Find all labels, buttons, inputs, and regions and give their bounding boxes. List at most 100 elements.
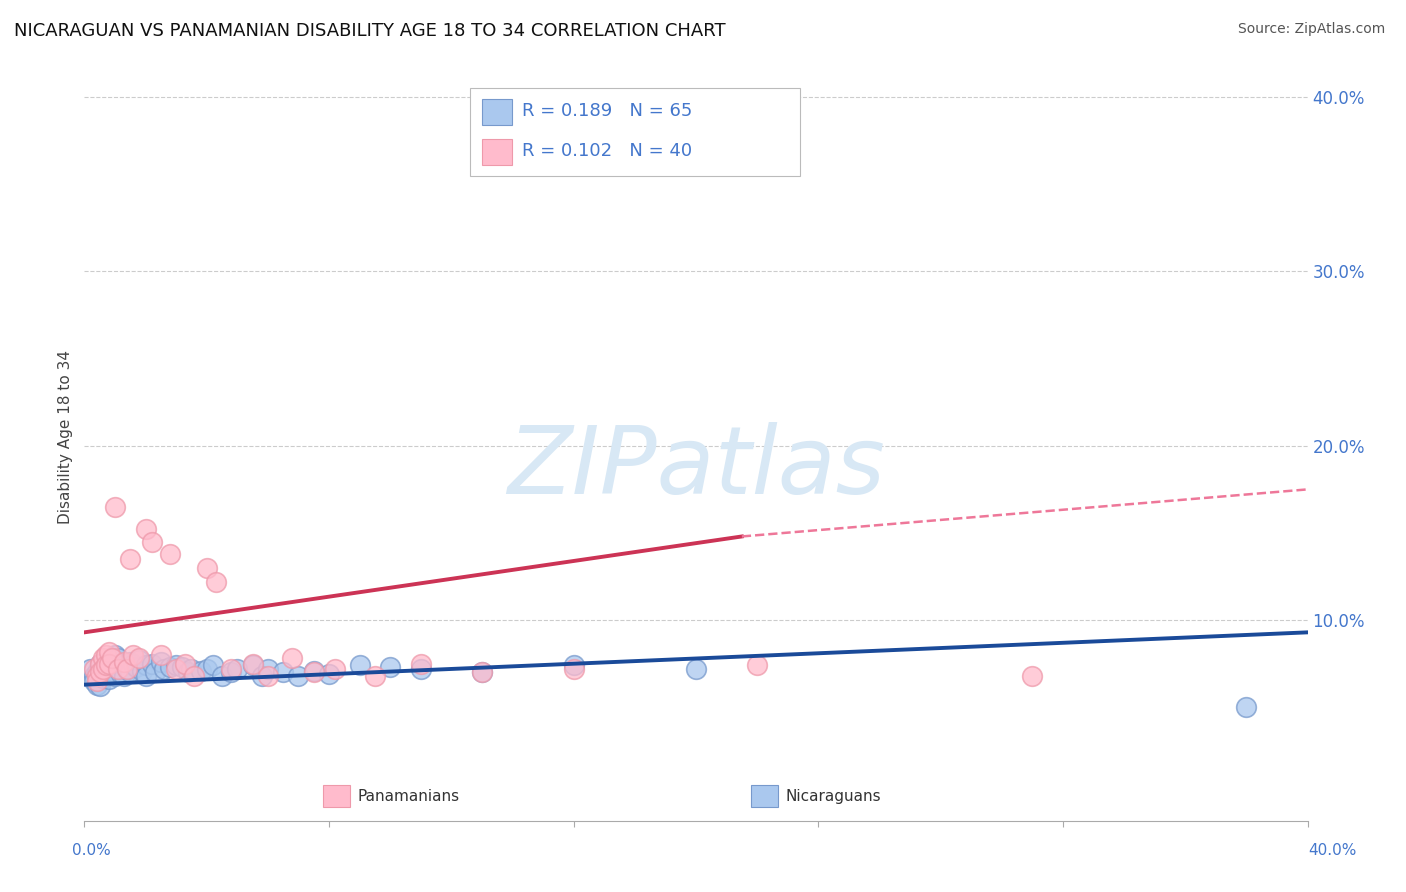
Point xyxy=(183,669,205,683)
Point xyxy=(115,662,138,676)
Point xyxy=(110,667,132,681)
Point xyxy=(112,669,135,683)
Point xyxy=(79,662,101,676)
Point xyxy=(94,648,117,662)
Point xyxy=(380,660,402,674)
Point xyxy=(97,655,120,669)
Point xyxy=(747,658,769,673)
Point xyxy=(89,665,111,680)
Point xyxy=(112,655,135,669)
FancyBboxPatch shape xyxy=(751,785,778,807)
Point xyxy=(302,664,325,678)
Text: R = 0.189   N = 65: R = 0.189 N = 65 xyxy=(522,102,693,120)
Point xyxy=(364,669,387,683)
Point xyxy=(190,664,212,678)
Point xyxy=(101,651,124,665)
Point xyxy=(177,665,200,680)
Point xyxy=(195,561,218,575)
Point xyxy=(287,669,309,683)
Text: Nicaraguans: Nicaraguans xyxy=(786,789,882,804)
Point xyxy=(219,665,242,680)
Point xyxy=(128,653,150,667)
Point xyxy=(120,655,142,669)
Point xyxy=(115,662,138,676)
Point xyxy=(562,662,585,676)
Point xyxy=(104,648,127,662)
Point xyxy=(104,658,127,673)
Point xyxy=(89,680,111,694)
Point xyxy=(201,658,224,673)
Point xyxy=(104,669,127,683)
Point xyxy=(91,662,114,676)
Point xyxy=(174,657,197,671)
Point xyxy=(135,669,157,683)
Point xyxy=(83,662,105,676)
Text: NICARAGUAN VS PANAMANIAN DISABILITY AGE 18 TO 34 CORRELATION CHART: NICARAGUAN VS PANAMANIAN DISABILITY AGE … xyxy=(14,22,725,40)
Point xyxy=(302,665,325,680)
Point xyxy=(89,657,111,671)
Point xyxy=(562,658,585,673)
Point xyxy=(257,669,280,683)
Point xyxy=(180,662,202,676)
Point xyxy=(125,660,148,674)
Point xyxy=(122,648,145,662)
Point xyxy=(242,657,264,671)
Point xyxy=(165,658,187,673)
Point xyxy=(89,665,111,680)
Point xyxy=(97,662,120,676)
Point xyxy=(172,660,194,674)
Point xyxy=(226,662,249,676)
Point xyxy=(1021,669,1043,683)
Point xyxy=(141,657,163,671)
Point xyxy=(1236,700,1258,714)
Point xyxy=(143,665,166,680)
Point xyxy=(135,658,157,673)
Text: Panamanians: Panamanians xyxy=(357,789,460,804)
Point xyxy=(110,657,132,671)
Point xyxy=(97,657,120,671)
FancyBboxPatch shape xyxy=(470,88,800,177)
Point xyxy=(131,664,153,678)
FancyBboxPatch shape xyxy=(482,99,513,125)
Point xyxy=(159,547,181,561)
Point xyxy=(257,662,280,676)
Point xyxy=(120,665,142,680)
Text: Source: ZipAtlas.com: Source: ZipAtlas.com xyxy=(1237,22,1385,37)
Point xyxy=(101,664,124,678)
Point xyxy=(471,665,494,680)
Point xyxy=(86,665,108,680)
Point xyxy=(91,662,114,676)
Point xyxy=(104,500,127,514)
FancyBboxPatch shape xyxy=(323,785,350,807)
Point xyxy=(91,651,114,665)
Point xyxy=(89,657,111,671)
Text: R = 0.102   N = 40: R = 0.102 N = 40 xyxy=(522,142,692,160)
Point xyxy=(94,658,117,673)
Point xyxy=(83,669,105,683)
Text: ZIPatlas: ZIPatlas xyxy=(508,422,884,513)
Point xyxy=(107,662,129,676)
Point xyxy=(101,651,124,665)
Point xyxy=(89,669,111,683)
Point xyxy=(86,674,108,689)
Point xyxy=(149,655,172,669)
Point xyxy=(195,662,218,676)
FancyBboxPatch shape xyxy=(482,138,513,165)
Point xyxy=(409,657,432,671)
Point xyxy=(97,673,120,687)
Point xyxy=(211,669,233,683)
Point xyxy=(122,657,145,671)
Point xyxy=(159,660,181,674)
Point xyxy=(165,662,187,676)
Point xyxy=(685,662,707,676)
Point xyxy=(128,651,150,665)
Point xyxy=(205,574,228,589)
Point xyxy=(120,552,142,566)
Point xyxy=(112,658,135,673)
Point xyxy=(281,651,304,665)
Point xyxy=(94,658,117,673)
Point xyxy=(107,662,129,676)
Point xyxy=(91,671,114,685)
Point xyxy=(323,662,346,676)
Point xyxy=(318,667,340,681)
